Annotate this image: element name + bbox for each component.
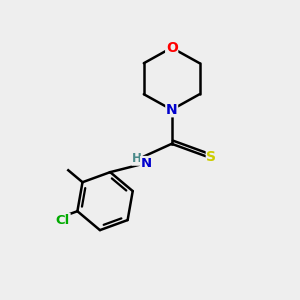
Text: N: N	[166, 103, 178, 117]
Text: O: O	[166, 41, 178, 55]
Text: N: N	[141, 157, 152, 169]
Text: S: S	[206, 150, 216, 164]
Text: H: H	[132, 152, 142, 165]
Text: Cl: Cl	[56, 214, 70, 226]
